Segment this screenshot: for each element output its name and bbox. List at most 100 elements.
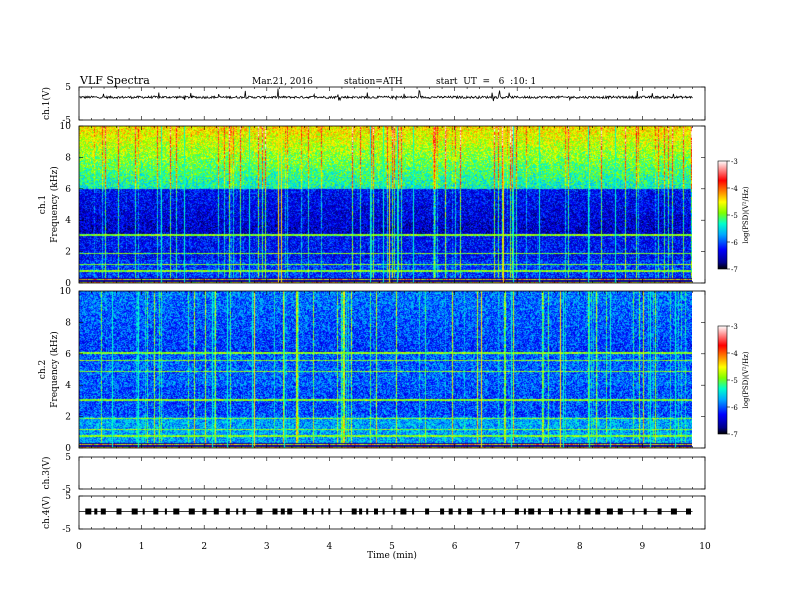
ch4-pulse [202, 508, 207, 515]
x-tick-label: 7 [514, 542, 520, 552]
start-time-label: start UT = 6 :10: 1 [436, 77, 537, 87]
y-tick-label-4: -5 [62, 525, 71, 535]
colorbar-tick-label: -3 [731, 158, 738, 166]
ch4-pulse [560, 508, 563, 515]
chart-title: VLF Spectra [80, 74, 150, 87]
ch4-pulse [643, 508, 647, 515]
ch4-pulse [339, 508, 342, 515]
ch4-pulse [131, 508, 138, 515]
ch4-pulse [374, 508, 378, 515]
ch4-pulse [537, 508, 541, 515]
ch4-pulse [425, 508, 430, 515]
x-tick-label: 9 [640, 542, 646, 552]
date-label: Mar.21, 2016 [252, 77, 313, 87]
x-tick-label: 3 [264, 542, 270, 552]
ch4-pulse [351, 508, 357, 515]
y-tick-label-4: 5 [65, 492, 71, 502]
y-tick-label-1: 2 [65, 248, 71, 258]
ch4-pulse [280, 508, 285, 515]
ch4-pulse [670, 508, 677, 515]
ch4-pulse [502, 508, 505, 515]
ch4-pulse [400, 508, 407, 515]
colorbar-tick-label: -5 [731, 377, 738, 385]
colorbar-2 [717, 325, 728, 435]
colorbar-tick-label: -4 [731, 185, 738, 193]
spectrogram-ch2 [79, 291, 692, 448]
ch4-pulse [657, 508, 662, 515]
ch4-pulse [328, 508, 331, 515]
ch1-ylabel: ch.1(V) [41, 87, 52, 120]
ch3-ylabel: ch.3(V) [41, 457, 52, 490]
y-tick-label-2: 4 [65, 381, 71, 391]
ch4-pulse [359, 508, 363, 515]
ch4-ylabel: ch.4(V) [41, 496, 52, 529]
ch4-pulse [595, 508, 601, 515]
x-axis-label: Time (min) [367, 550, 417, 561]
colorbar-tick-label: -4 [731, 350, 738, 358]
colorbar-tick-label: -6 [731, 239, 738, 247]
ch4-pulse [85, 508, 92, 515]
colorbar-1 [717, 160, 728, 270]
ch4-pulse [440, 508, 445, 515]
ch4-pulse [617, 508, 623, 515]
ch4-pulse [213, 508, 219, 515]
ch4-pulse [256, 508, 263, 515]
ch4-pulse [236, 508, 239, 515]
ch4-pulse [577, 508, 581, 515]
x-tick-label: 0 [76, 542, 82, 552]
colorbar-tick-label: -6 [731, 404, 738, 412]
y-tick-label-3: 5 [65, 453, 71, 463]
ch4-pulse [493, 508, 496, 515]
ch4-pulse [287, 508, 293, 515]
panel-frame-0 [78, 86, 706, 121]
ch4-pulse [448, 508, 453, 515]
ch1-spec-ylabel-1: ch.1 [38, 195, 48, 214]
ch4-pulse [632, 508, 635, 515]
colorbar-tick-label: -7 [731, 431, 738, 439]
y-tick-label-1: 8 [65, 153, 71, 163]
y-tick-label-0: -5 [62, 116, 71, 126]
x-tick-label: 5 [389, 542, 395, 552]
station-label: station=ATH [344, 77, 403, 87]
spectrogram-ch1 [79, 126, 692, 283]
ch4-pulse [153, 508, 159, 515]
ch4-pulse [549, 508, 553, 515]
y-tick-label-1: 10 [60, 122, 72, 132]
ch4-pulse [164, 508, 167, 515]
ch2-spec-ylabel-2: Frequency (kHz) [49, 331, 60, 408]
x-tick-label: 1 [139, 542, 145, 552]
colorbar-tick-label: -5 [731, 212, 738, 220]
ch4-pulse [173, 508, 180, 515]
ch4-pulse [382, 508, 385, 515]
ch4-pulse [188, 508, 195, 515]
ch4-pulse [606, 508, 613, 515]
ch4-pulse [225, 508, 230, 515]
ch4-pulse [311, 508, 314, 515]
x-tick-label: 8 [577, 542, 583, 552]
ch4-pulse [567, 508, 571, 515]
ch4-pulse [481, 508, 485, 515]
ch1-spec-ylabel-2: Frequency (kHz) [49, 166, 60, 243]
colorbar-tick-label: -3 [731, 323, 738, 331]
ch4-pulse [393, 508, 396, 515]
x-tick-label: 6 [452, 542, 458, 552]
ch4-pulse [458, 508, 462, 515]
ch4-pulse [94, 508, 98, 515]
x-tick-label: 4 [327, 542, 333, 552]
ch4-pulse [303, 508, 308, 515]
ch4-pulse [467, 508, 473, 515]
x-tick-label: 10 [699, 542, 711, 552]
y-tick-label-0: 5 [65, 83, 71, 93]
ch4-pulse [142, 508, 145, 515]
y-tick-label-2: 10 [60, 287, 72, 297]
ch2-spec-ylabel-1: ch.2 [38, 360, 48, 379]
x-tick-label: 2 [201, 542, 207, 552]
ch4-pulse [528, 508, 535, 515]
y-tick-label-2: 2 [65, 413, 71, 423]
ch4-pulse [366, 508, 369, 515]
ch1-waveform-line [79, 88, 693, 102]
y-tick-label-2: 8 [65, 318, 71, 328]
ch4-pulse [242, 508, 246, 515]
ch4-pulse [116, 508, 122, 515]
